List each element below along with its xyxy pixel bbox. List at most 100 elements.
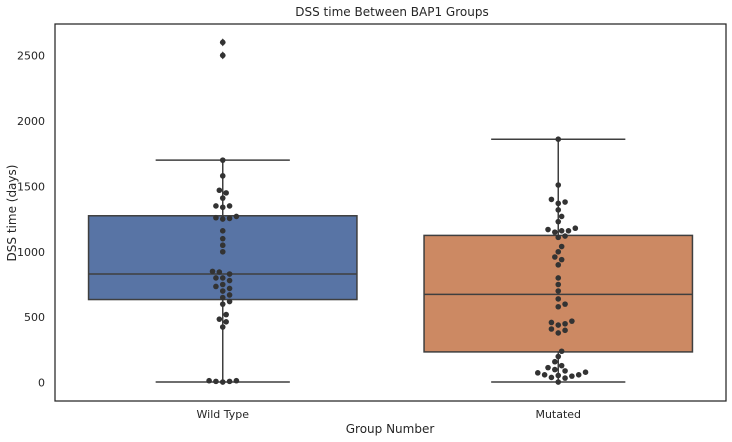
- y-tick-label: 2500: [17, 49, 45, 62]
- swarm-point: [552, 358, 558, 365]
- swarm-point: [233, 213, 240, 220]
- swarm-point: [226, 285, 233, 292]
- swarm-point: [555, 248, 562, 255]
- swarm-point: [555, 303, 562, 310]
- swarm-point: [219, 294, 226, 301]
- swarm-point: [219, 235, 226, 242]
- swarm-point: [582, 369, 589, 376]
- swarm-point: [219, 242, 226, 249]
- chart-title: DSS time Between BAP1 Groups: [295, 5, 488, 19]
- swarm-point: [219, 173, 226, 179]
- swarm-point: [555, 136, 562, 142]
- x-axis-label: Group Number: [346, 422, 435, 436]
- swarm-point: [216, 316, 223, 322]
- y-tick-label: 1500: [17, 180, 45, 193]
- swarm-point: [558, 362, 565, 369]
- box-group-1: [423, 138, 694, 383]
- y-tick-label: 1000: [17, 246, 45, 259]
- swarm-point: [223, 190, 229, 196]
- swarm-point: [219, 301, 226, 307]
- swarm-point: [226, 292, 233, 298]
- swarm-point: [219, 204, 226, 211]
- plot-frame: [54, 23, 727, 402]
- swarm-point: [562, 199, 568, 205]
- y-axis: 0 500 1000 1500 2000 2500: [17, 49, 45, 389]
- y-tick-label: 2000: [17, 115, 45, 128]
- swarm-point: [555, 288, 562, 294]
- swarm-point: [216, 269, 223, 275]
- swarm-point: [555, 330, 562, 336]
- swarm-point: [548, 326, 555, 332]
- swarm-point: [534, 370, 541, 376]
- swarm-point: [206, 377, 212, 384]
- swarm-point: [555, 379, 562, 385]
- swarm-point: [226, 378, 233, 385]
- x-axis: Wild Type Mutated: [197, 408, 582, 421]
- swarm-point: [555, 296, 562, 302]
- swarm-point: [555, 262, 562, 268]
- swarm-point: [219, 379, 226, 385]
- swarm-point: [213, 283, 219, 290]
- swarm-point: [555, 372, 562, 379]
- swarm-point: [555, 234, 562, 241]
- swarm-point: [209, 268, 216, 275]
- swarm-point: [219, 275, 226, 281]
- swarm-point: [555, 218, 562, 225]
- swarm-point: [226, 298, 233, 305]
- swarm-point: [213, 275, 219, 281]
- swarm-point: [548, 374, 555, 381]
- swarm-point: [569, 373, 575, 379]
- swarm-point: [555, 182, 562, 188]
- y-axis-label: DSS time (days): [5, 165, 19, 262]
- swarm-point: [575, 372, 582, 378]
- y-tick-label: 500: [24, 311, 45, 324]
- swarm-point: [219, 228, 226, 234]
- swarm-point: [213, 214, 219, 221]
- swarm-point: [223, 311, 229, 318]
- swarm-group-1: [534, 136, 589, 385]
- swarm-point: [219, 324, 226, 330]
- swarm-point: [541, 372, 548, 378]
- swarm-group-0: [206, 39, 240, 385]
- swarm-point: [555, 207, 562, 213]
- x-tick-label: Wild Type: [197, 408, 250, 421]
- swarm-point: [552, 366, 558, 373]
- swarm-point: [548, 319, 555, 326]
- swarm-point: [233, 377, 240, 384]
- swarm-point: [562, 233, 568, 239]
- swarm-point: [545, 226, 551, 233]
- swarm-point: [219, 288, 226, 294]
- x-tick-label: Mutated: [535, 408, 581, 421]
- swarm-point: [219, 216, 226, 222]
- swarm-point: [572, 225, 579, 232]
- swarm-point: [223, 319, 229, 325]
- swarm-point: [226, 277, 233, 284]
- swarm-point: [562, 368, 568, 374]
- swarm-point: [558, 243, 565, 250]
- box-group-0: [87, 38, 358, 383]
- swarm-point: [548, 196, 555, 203]
- swarm-point: [552, 254, 558, 260]
- swarm-point: [558, 228, 565, 234]
- swarm-point: [216, 187, 223, 194]
- swarm-point: [555, 322, 562, 328]
- swarm-point: [562, 327, 568, 334]
- swarm-point: [555, 275, 562, 281]
- swarm-point: [552, 229, 558, 235]
- swarm-point: [219, 195, 226, 201]
- swarm-point: [565, 228, 572, 234]
- swarm-point: [219, 157, 226, 163]
- swarm-point: [219, 281, 226, 288]
- swarm-point: [213, 378, 219, 385]
- swarm-point: [555, 281, 562, 288]
- swarm-point: [569, 318, 575, 324]
- swarm-point: [219, 39, 226, 46]
- swarm-point: [558, 348, 565, 355]
- swarm-point: [555, 200, 562, 207]
- plot-area: [87, 38, 694, 385]
- y-tick-label: 0: [38, 377, 45, 390]
- swarm-point: [562, 375, 568, 381]
- swarm-point: [558, 256, 565, 263]
- swarm-point: [219, 52, 226, 59]
